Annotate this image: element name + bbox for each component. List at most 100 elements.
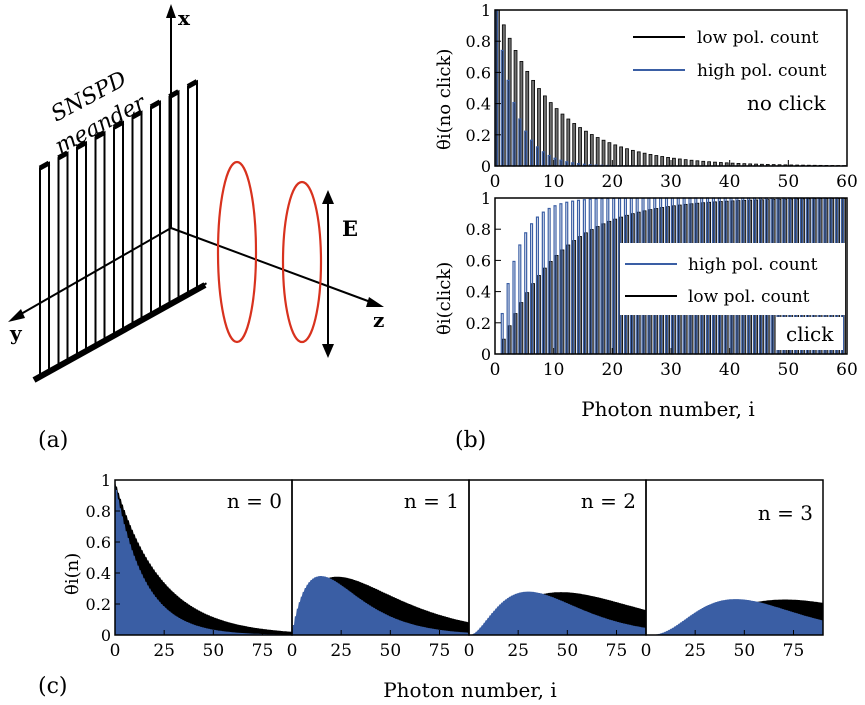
z-axis-line — [170, 227, 377, 305]
x-tick-label: 25 — [684, 641, 706, 661]
x-tick-label: 10 — [543, 360, 565, 380]
y-tick-label: 0.2 — [86, 595, 111, 614]
n-panel-label: n = 3 — [758, 501, 813, 525]
z-axis-label: z — [373, 308, 384, 332]
y-axis-label: y — [9, 321, 23, 345]
bar-low-pol — [666, 157, 670, 167]
x-tick-label: 75 — [252, 641, 274, 661]
x-tick-label: 75 — [429, 641, 451, 661]
bar-low-pol — [613, 144, 618, 167]
x-axis-arrow — [166, 4, 176, 18]
y-tick-label: 0.4 — [466, 283, 491, 302]
y-tick-label: 0.6 — [86, 533, 111, 552]
chart-no-click: 0 10 20 30 40 50 60 0 0.2 0.4 0.6 0.8 1 low pol. cou… — [434, 1, 858, 192]
area-high-pol — [292, 576, 469, 635]
x-tick-label: 0 — [464, 641, 475, 661]
y-tick-label: 0.8 — [86, 502, 111, 521]
x-tick-label: 30 — [660, 360, 682, 380]
meander-top-segment — [94, 130, 106, 140]
x-tick-label: 20 — [602, 172, 624, 192]
chart-click: 0 10 20 30 40 50 60 0 0.2 0.4 0.6 0.8 1 high pol. co… — [434, 189, 858, 421]
meander-top-segment — [131, 109, 143, 120]
ylabel-c: θi(n) — [62, 553, 83, 595]
x-tick-label: 0 — [110, 641, 121, 661]
panel-label-a: (a) — [38, 428, 68, 453]
x-tick-label: 50 — [380, 641, 402, 661]
bar-low-pol — [642, 152, 647, 167]
bar-low-pol — [589, 134, 594, 167]
y-tick-label: 0 — [481, 157, 491, 176]
meander-top-segment — [168, 89, 180, 99]
x-tick-label: 50 — [778, 172, 800, 192]
plot-frame-n-panel — [645, 479, 824, 636]
bar-low-pol — [672, 157, 676, 167]
annotation-box-click — [776, 317, 843, 350]
y-tick-label: 0.8 — [466, 32, 491, 51]
field-arrow-up — [322, 190, 334, 204]
x-axis-label: x — [178, 6, 191, 30]
y-tick-label: 0 — [481, 345, 491, 364]
bar-low-pol — [572, 123, 577, 167]
x-tick-label: 60 — [836, 360, 858, 380]
ylabel-no-click: θi(no click) — [434, 49, 455, 150]
y-tick-label: 1 — [101, 471, 111, 490]
x-tick-label: 0 — [490, 172, 501, 192]
annotation-no-click: no click — [747, 91, 826, 115]
bar-low-pol — [607, 142, 612, 167]
x-tick-label: 40 — [719, 360, 741, 380]
n-panel-label: n = 0 — [227, 489, 282, 513]
wave-loop-1 — [216, 160, 258, 344]
area-high-pol — [115, 480, 292, 635]
meander-top-segment — [112, 120, 125, 130]
legend-box-click — [620, 243, 845, 315]
bar-low-pol — [636, 151, 641, 167]
bar-low-pol — [560, 113, 565, 167]
chart-photon-distributions: 0 25 50 75 0 25 50 75 0 25 50 75 0 25 50 75 0 0.2 0.4 0.6 0.… — [62, 471, 824, 702]
polarized-light-wave — [218, 165, 318, 359]
z-axis-arrow — [366, 297, 384, 307]
bar-low-pol — [625, 148, 629, 167]
bar-low-pol — [595, 137, 600, 167]
y-tick-label: 0.6 — [466, 63, 491, 82]
wave-loop-2 — [281, 180, 323, 344]
ylabel-click: θi(click) — [434, 262, 455, 335]
x-tick-label: 50 — [203, 641, 225, 661]
meander-top-segment — [38, 160, 51, 171]
meander-top-segment — [186, 79, 199, 89]
x-tick-label: 40 — [719, 172, 741, 192]
plot-frame-click — [494, 197, 848, 355]
x-tick-label: 75 — [606, 641, 628, 661]
y-tick-label: 0.6 — [466, 251, 491, 270]
area-high-pol — [646, 599, 823, 635]
x-tick-label: 30 — [660, 172, 682, 192]
meander-top-segment — [75, 140, 88, 150]
bar-low-pol — [578, 127, 582, 167]
bar-low-pol — [660, 156, 665, 167]
x-tick-label: 0 — [490, 360, 501, 380]
n-panel-label: n = 1 — [404, 489, 459, 513]
n-panel-label: n = 2 — [581, 489, 636, 513]
bar-low-pol — [584, 130, 588, 167]
ticks-no-click: 0 10 20 30 40 50 60 0 0.2 0.4 0.6 0.8 1 — [466, 1, 858, 192]
legend-label-low: low pol. count — [697, 28, 819, 48]
y-tick-label: 0.4 — [86, 564, 111, 583]
bar-low-pol — [683, 159, 688, 167]
x-tick-label: 20 — [602, 360, 624, 380]
y-tick-label: 0.4 — [466, 95, 491, 114]
bar-low-pol — [654, 155, 659, 167]
y-tick-label: 0 — [101, 626, 111, 645]
plot-frame-no-click — [494, 9, 848, 167]
bar-low-pol — [689, 159, 694, 167]
x-tick-label: 50 — [557, 641, 579, 661]
bar-low-pol — [631, 149, 635, 167]
bar-low-pol — [619, 146, 624, 167]
x-tick-label: 10 — [543, 172, 565, 192]
legend-label-low-click: low pol. count — [688, 287, 810, 307]
y-axis-arrow — [8, 309, 25, 322]
x-tick-label: 50 — [778, 360, 800, 380]
y-tick-label: 0.2 — [466, 314, 491, 333]
annotation-click: click — [786, 322, 834, 346]
area-low-pol — [115, 480, 292, 635]
legend-box-no-click — [625, 14, 845, 122]
xlabel-c: Photon number, i — [383, 678, 557, 702]
